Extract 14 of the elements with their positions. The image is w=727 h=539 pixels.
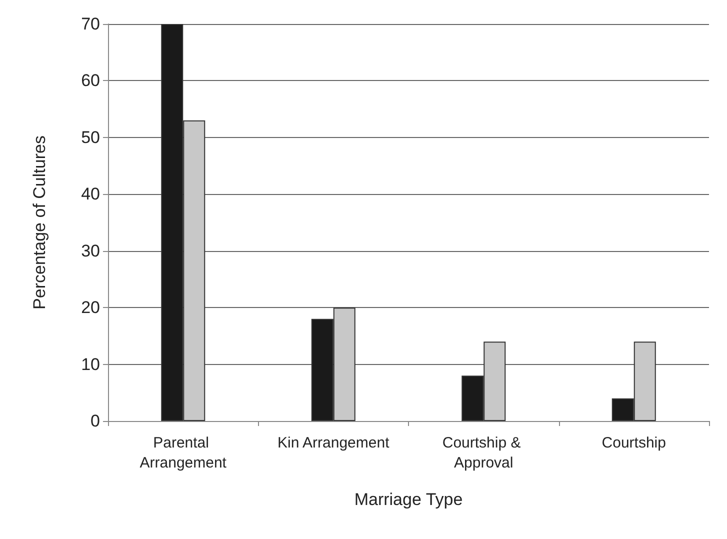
- x-axis-title: Marriage Type: [354, 490, 463, 509]
- y-tick-label: 30: [81, 241, 100, 260]
- y-tick-label: 0: [90, 412, 100, 430]
- y-tick-label: 20: [81, 298, 100, 318]
- y-tick-label: 60: [81, 71, 100, 90]
- x-tick-label: Kin Arrangement: [278, 434, 390, 452]
- y-axis-title: Percentage of Cultures: [30, 136, 49, 310]
- x-tick-label: Courtship: [602, 434, 666, 452]
- x-tick-label: Courtship & Approval: [442, 434, 525, 472]
- y-tick-label: 40: [81, 184, 100, 204]
- y-tick-label: 70: [81, 14, 100, 34]
- x-tick-label: Parental Arrangement: [140, 434, 228, 472]
- y-tick-label: 50: [81, 128, 100, 147]
- y-tick-label: 10: [81, 354, 100, 374]
